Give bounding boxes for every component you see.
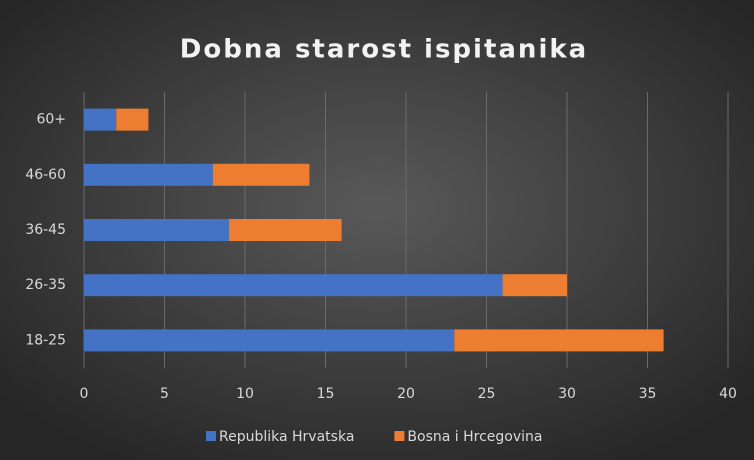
- x-tick-label: 20: [397, 386, 415, 402]
- legend-swatch: [394, 431, 405, 441]
- bar: [84, 108, 117, 131]
- legend-label: Republika Hrvatska: [219, 429, 354, 445]
- y-tick-label: 36-45: [25, 222, 66, 238]
- x-tick-label: 40: [719, 386, 737, 402]
- legend-label: Bosna i Hrcegovina: [407, 429, 542, 445]
- bar: [84, 163, 213, 186]
- y-tick-label: 46-60: [25, 167, 66, 183]
- bar: [84, 219, 229, 241]
- x-tick-label: 35: [639, 386, 657, 402]
- y-tick-label: 60+: [36, 112, 66, 128]
- bar: [228, 219, 342, 241]
- x-tick-label: 15: [317, 386, 335, 402]
- chart-title: Dobna starost ispitanika: [180, 35, 588, 65]
- bar: [502, 274, 567, 297]
- bar: [84, 329, 455, 352]
- x-tick-label: 5: [160, 386, 169, 402]
- bar: [84, 274, 503, 297]
- x-tick-label: 30: [558, 386, 576, 402]
- x-tick-label: 10: [236, 386, 254, 402]
- bar: [454, 329, 664, 352]
- y-tick-label: 18-25: [25, 332, 66, 348]
- x-tick-label: 0: [80, 386, 89, 402]
- bar: [212, 163, 310, 186]
- legend-swatch: [206, 431, 216, 441]
- bar: [116, 108, 149, 131]
- y-tick-label: 26-35: [25, 277, 66, 293]
- x-tick-label: 25: [478, 386, 496, 402]
